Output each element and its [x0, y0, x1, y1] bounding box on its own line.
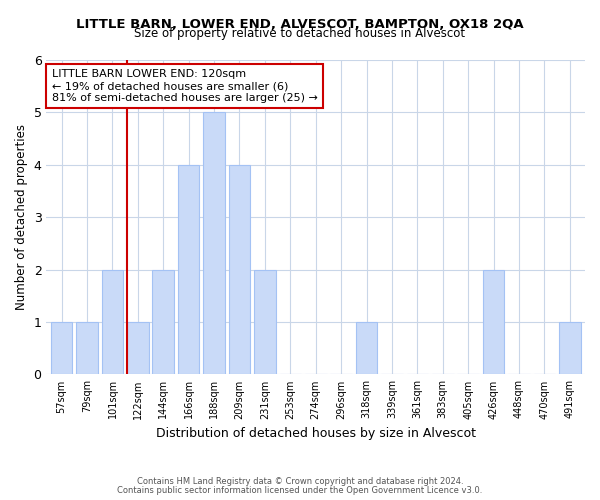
Bar [356, 322, 377, 374]
Text: Contains public sector information licensed under the Open Government Licence v3: Contains public sector information licen… [118, 486, 482, 495]
Text: Contains HM Land Registry data © Crown copyright and database right 2024.: Contains HM Land Registry data © Crown c… [137, 477, 463, 486]
Bar [152, 270, 174, 374]
Bar [51, 322, 73, 374]
Bar [101, 270, 123, 374]
Bar [178, 165, 199, 374]
Y-axis label: Number of detached properties: Number of detached properties [15, 124, 28, 310]
X-axis label: Distribution of detached houses by size in Alvescot: Distribution of detached houses by size … [156, 427, 476, 440]
Bar [254, 270, 275, 374]
Text: LITTLE BARN, LOWER END, ALVESCOT, BAMPTON, OX18 2QA: LITTLE BARN, LOWER END, ALVESCOT, BAMPTO… [76, 18, 524, 30]
Bar [127, 322, 149, 374]
Bar [229, 165, 250, 374]
Bar [483, 270, 505, 374]
Bar [559, 322, 581, 374]
Text: Size of property relative to detached houses in Alvescot: Size of property relative to detached ho… [134, 28, 466, 40]
Bar [76, 322, 98, 374]
Bar [203, 112, 225, 374]
Text: LITTLE BARN LOWER END: 120sqm
← 19% of detached houses are smaller (6)
81% of se: LITTLE BARN LOWER END: 120sqm ← 19% of d… [52, 70, 317, 102]
